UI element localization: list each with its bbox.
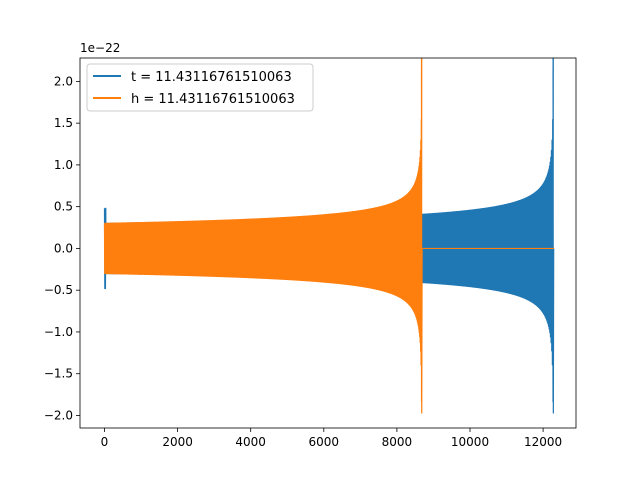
x-tick-label: 12000 (524, 435, 562, 449)
y-tick-label: −0.5 (44, 283, 73, 297)
legend-label: t = 11.43116761510063 (131, 70, 292, 85)
y-tick-label: −2.0 (44, 408, 73, 422)
y-tick-label: −1.5 (44, 367, 73, 381)
x-tick-label: 10000 (451, 435, 489, 449)
y-tick-label: 2.0 (54, 74, 73, 88)
y-offset-label: 1e−22 (80, 41, 120, 55)
y-tick-label: 0.5 (54, 200, 73, 214)
plot-frame (79, 57, 577, 429)
y-tick-label: 1.5 (54, 116, 73, 130)
x-tick-label: 4000 (235, 435, 266, 449)
series-layer (103, 58, 555, 414)
legend: t = 11.43116761510063 h = 11.431167615100… (86, 63, 314, 112)
y-tick-label: −1.0 (44, 325, 73, 339)
legend-label: h = 11.43116761510063 (131, 92, 295, 107)
y-tick-label: 1.0 (54, 158, 73, 172)
series-line (103, 58, 555, 414)
axes-layer: 0 2000 4000 6000 8000 10000 12000 −2.0 −1.5 −1.0 −… (44, 74, 562, 449)
x-tick-label: 8000 (382, 435, 413, 449)
y-tick-label: 0.0 (54, 241, 73, 255)
series-t (103, 58, 555, 414)
series-h (103, 58, 555, 414)
x-tick-label: 6000 (309, 435, 340, 449)
x-tick-label: 2000 (162, 435, 193, 449)
legend-box (86, 63, 314, 112)
series-line (103, 58, 555, 414)
x-tick-label: 0 (101, 435, 109, 449)
